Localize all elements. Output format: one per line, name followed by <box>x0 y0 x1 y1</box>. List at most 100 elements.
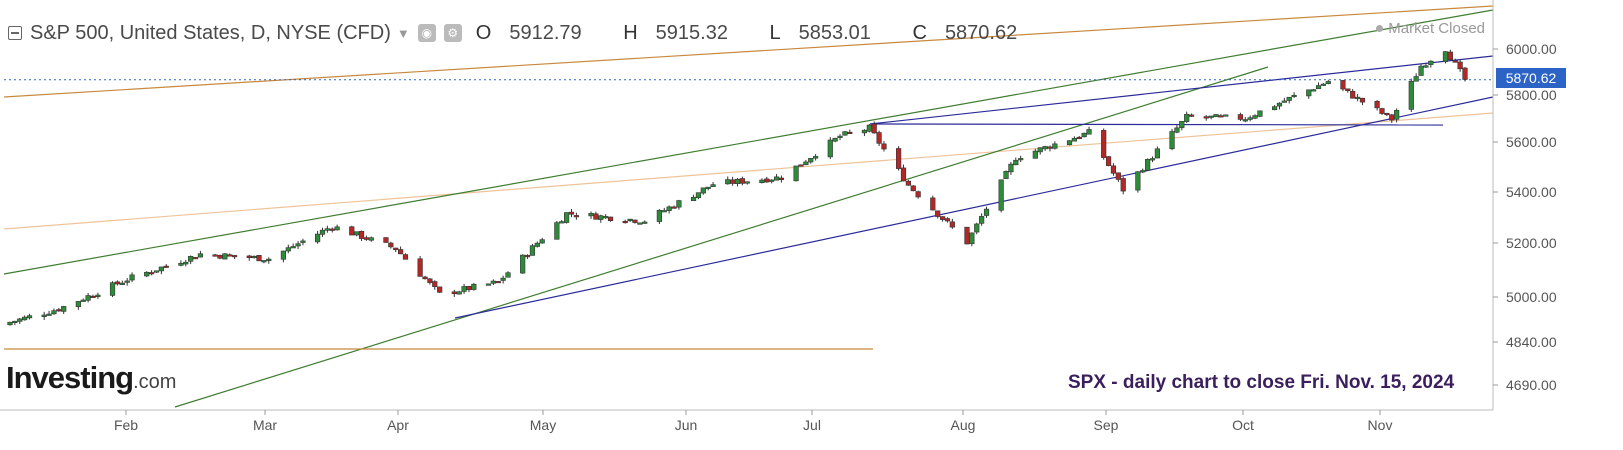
candle-up <box>827 139 833 158</box>
candle-up <box>1286 96 1292 101</box>
last-price-label: 5870.62 <box>1496 68 1566 88</box>
candle-up <box>1413 76 1419 82</box>
candle-down <box>622 221 628 224</box>
candle-up <box>539 239 545 244</box>
candle-up <box>129 274 135 281</box>
candle-up <box>261 260 267 263</box>
candle-up <box>1145 159 1151 171</box>
x-tick-label: Jul <box>803 417 821 433</box>
candle-up <box>1247 117 1253 120</box>
candle-up <box>85 295 91 301</box>
candle-up <box>1354 96 1361 99</box>
open-label: O <box>475 21 492 44</box>
candle-up <box>1140 170 1146 173</box>
candle-down <box>192 257 199 260</box>
candle-up <box>1052 143 1058 149</box>
candle-down <box>632 219 638 223</box>
candle-up <box>1257 110 1263 117</box>
candle-down <box>163 265 169 268</box>
candle-down <box>1188 114 1195 117</box>
candle-up <box>178 262 184 266</box>
candle-up <box>153 270 160 273</box>
candle-down <box>798 164 804 167</box>
candle-up <box>1066 140 1073 146</box>
chevron-down-icon[interactable]: ▼ <box>396 25 410 41</box>
candle-down <box>871 123 877 134</box>
candle-down <box>764 178 770 183</box>
candle-down <box>1101 130 1107 158</box>
x-tick-label: Apr <box>387 417 409 433</box>
candle-up <box>119 282 125 285</box>
candle-up <box>559 221 565 224</box>
candle-up <box>769 179 775 182</box>
candle-down <box>329 228 335 231</box>
candle-up <box>983 208 990 216</box>
candle-up <box>158 266 164 272</box>
symbol-title[interactable]: S&P 500, United States, D, NYSE (CFD) <box>30 21 391 44</box>
candle-down <box>1452 60 1458 63</box>
candle-down <box>217 255 223 259</box>
candle-down <box>451 291 457 295</box>
gear-icon[interactable]: ⚙ <box>443 24 462 42</box>
x-tick-label: Oct <box>1232 417 1254 433</box>
investing-logo[interactable]: Investing .com <box>6 360 176 396</box>
y-tick-label: 5600.00 <box>1506 134 1557 150</box>
candle-up <box>280 250 287 260</box>
candle-down <box>388 242 394 248</box>
candle-up <box>188 255 194 262</box>
candle-down <box>466 285 472 291</box>
candle-up <box>837 135 843 138</box>
candle-down <box>1105 156 1112 166</box>
candle-down <box>939 216 946 220</box>
candle-down <box>148 272 155 275</box>
candle-down <box>1218 115 1224 118</box>
logo-mark: Investing <box>6 360 134 395</box>
candle-down <box>949 221 955 228</box>
trendlines-layer <box>3 5 1494 408</box>
candle-up <box>554 222 560 240</box>
eye-icon[interactable]: ◉ <box>417 24 436 42</box>
candle-up <box>759 179 765 183</box>
candle-up <box>222 253 228 260</box>
candle-down <box>56 309 62 312</box>
candle-down <box>778 177 785 180</box>
candle-up <box>588 213 594 217</box>
candle-up <box>534 242 540 247</box>
y-tick-label: 5400.00 <box>1506 184 1557 200</box>
candle-up <box>627 218 633 222</box>
candle-down <box>1115 172 1121 180</box>
candle-up <box>1320 83 1327 86</box>
x-tick-label: May <box>530 417 556 433</box>
candle-up <box>26 315 33 319</box>
candle-up <box>842 131 848 136</box>
candle-up <box>1042 146 1048 150</box>
candle-down <box>915 191 921 198</box>
logo-domain: .com <box>133 371 177 393</box>
candle-up <box>1018 158 1024 161</box>
candle-up <box>1252 115 1258 119</box>
candle-up <box>75 301 81 308</box>
y-tick-label: 5200.00 <box>1506 235 1557 251</box>
blue-horizontal-line <box>869 123 1444 126</box>
candle-up <box>1418 65 1424 76</box>
candle-up <box>1281 100 1287 103</box>
candle-down <box>398 249 404 255</box>
candle-up <box>773 176 780 181</box>
candle-down <box>349 226 355 236</box>
candle-up <box>1428 60 1434 65</box>
candle-up <box>490 280 496 284</box>
candle-down <box>607 216 614 222</box>
x-tick-label: Jun <box>675 417 698 433</box>
candle-up <box>734 178 741 184</box>
candle-up <box>1223 114 1229 117</box>
market-status: Market Closed <box>1376 20 1485 37</box>
candle-up <box>710 184 716 187</box>
low-label: L <box>769 21 781 44</box>
collapse-icon[interactable] <box>8 26 22 40</box>
candle-up <box>285 247 291 252</box>
candle-up <box>700 187 706 194</box>
candle-up <box>1291 94 1297 98</box>
candle-up <box>705 186 711 189</box>
candle-up <box>461 286 467 292</box>
